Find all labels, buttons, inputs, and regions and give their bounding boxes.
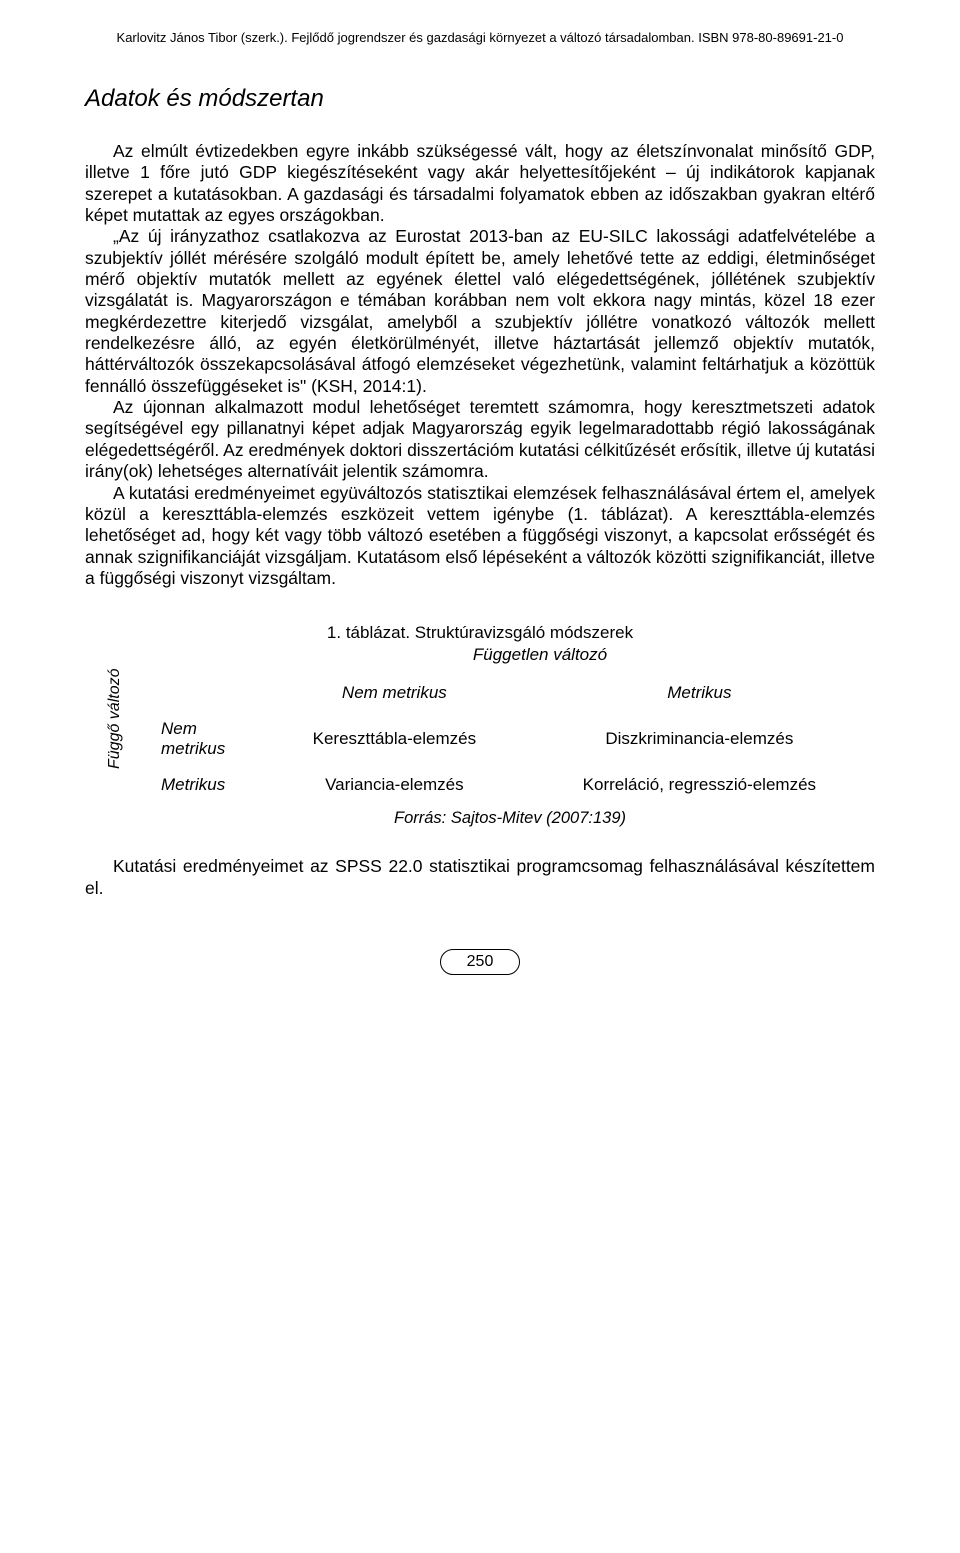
section-title: Adatok és módszertan (85, 85, 875, 113)
page-number: 250 (440, 949, 521, 975)
table-independent-label: Független változó (205, 645, 875, 665)
page-number-wrap: 250 (85, 949, 875, 975)
table-row-head-2: Metrikus (145, 767, 265, 803)
table-corner-cell (145, 675, 265, 711)
table-caption: 1. táblázat. Struktúravizsgáló módszerek (85, 623, 875, 643)
paragraph-1: Az elmúlt évtizedekben egyre inkább szük… (85, 141, 875, 226)
closing-paragraph: Kutatási eredményeimet az SPSS 22.0 stat… (85, 856, 875, 899)
table-cell-22: Korreláció, regresszió-elemzés (524, 767, 875, 803)
table-cell-21: Variancia-elemzés (265, 767, 524, 803)
table-source: Forrás: Sajtos-Mitev (2007:139) (145, 809, 875, 828)
table-col-head-1: Nem metrikus (265, 675, 524, 711)
paragraph-4: A kutatási eredményeimet együváltozós st… (85, 483, 875, 590)
table-header-row: Nem metrikus Metrikus (145, 675, 875, 711)
table-col-head-2: Metrikus (524, 675, 875, 711)
table-row: Metrikus Variancia-elemzés Korreláció, r… (145, 767, 875, 803)
table-cell-11: Kereszttábla-elemzés (265, 711, 524, 767)
table-cell-12: Diszkriminancia-elemzés (524, 711, 875, 767)
method-table: Nem metrikus Metrikus Nem metrikus Keres… (145, 675, 875, 803)
page-header: Karlovitz János Tibor (szerk.). Fejlődő … (85, 30, 875, 45)
table-row: Nem metrikus Kereszttábla-elemzés Diszkr… (145, 711, 875, 767)
table-dependent-label: Függő változó (106, 689, 124, 769)
table-row-head-1: Nem metrikus (145, 711, 265, 767)
method-table-wrapper: Függő változó Nem metrikus Metrikus Nem … (85, 675, 875, 828)
paragraph-2: „Az új irányzathoz csatlakozva az Eurost… (85, 226, 875, 397)
paragraph-3: Az újonnan alkalmazott modul lehetőséget… (85, 397, 875, 482)
body-text-block: Az elmúlt évtizedekben egyre inkább szük… (85, 141, 875, 589)
